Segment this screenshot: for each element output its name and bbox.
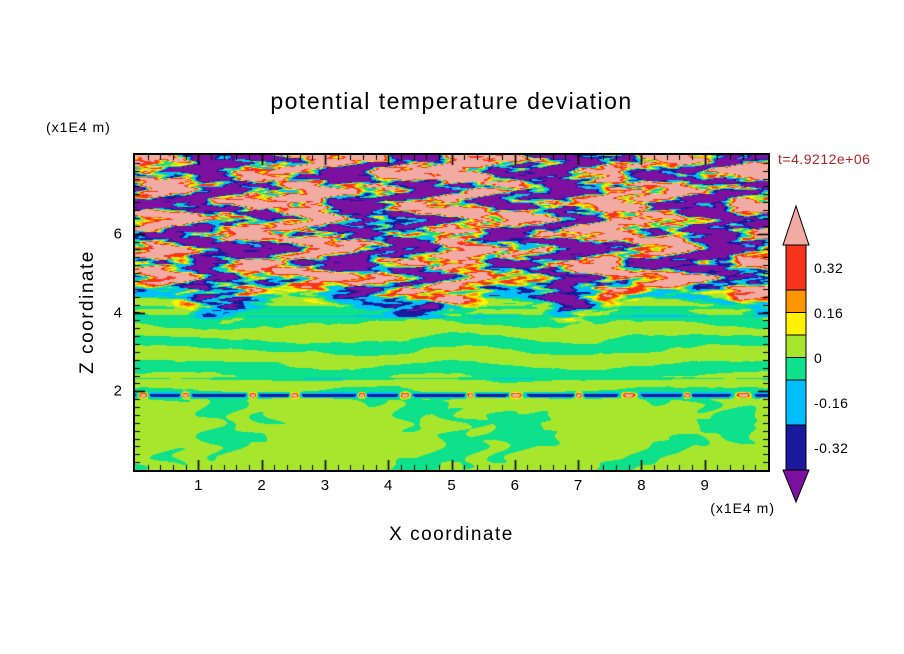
colorbar-segment xyxy=(785,334,807,358)
x-tick-label: 4 xyxy=(384,477,393,494)
colorbar-tick-label: 0.16 xyxy=(814,304,844,321)
colorbar-over-arrow xyxy=(782,204,810,246)
y-tick-label: 2 xyxy=(113,382,122,400)
x-tick-label: 1 xyxy=(194,477,203,494)
colorbar-under-arrow xyxy=(782,469,810,504)
colorbar-tick-label: -0.16 xyxy=(814,394,849,411)
colorbar-tick-label: 0 xyxy=(814,349,823,366)
x-tick-label: 9 xyxy=(700,477,709,494)
colorbar-tick-label: 0.32 xyxy=(814,259,844,276)
x-axis-unit-label: (x1E4 m) xyxy=(710,500,775,516)
x-tick-label: 2 xyxy=(257,477,266,494)
x-tick-label: 6 xyxy=(510,477,519,494)
colorbar-tick-label: -0.32 xyxy=(814,439,849,456)
colorbar-segment xyxy=(785,357,807,381)
x-tick-label: 8 xyxy=(637,477,646,494)
colorbar-segment xyxy=(785,379,807,426)
time-annotation: t=4.9212e+06 xyxy=(778,151,871,167)
x-axis-label: X coordinate xyxy=(389,524,514,545)
colorbar xyxy=(782,204,810,504)
colorbar-segment xyxy=(785,312,807,336)
contour-field-canvas xyxy=(135,155,768,470)
x-tick-label: 7 xyxy=(573,477,583,494)
colorbar-segment xyxy=(785,289,807,313)
x-tick-label: 5 xyxy=(447,477,456,494)
y-tick-label: 4 xyxy=(113,304,122,321)
y-tick-label: 6 xyxy=(113,225,122,243)
colorbar-segment xyxy=(785,244,807,291)
colorbar-segment xyxy=(785,424,807,471)
y-axis-unit-label: (x1E4 m) xyxy=(46,119,111,135)
chart-title: potential temperature deviation xyxy=(270,88,633,114)
x-tick-label: 3 xyxy=(320,477,330,494)
y-axis-label: Z coordinate xyxy=(77,250,98,374)
